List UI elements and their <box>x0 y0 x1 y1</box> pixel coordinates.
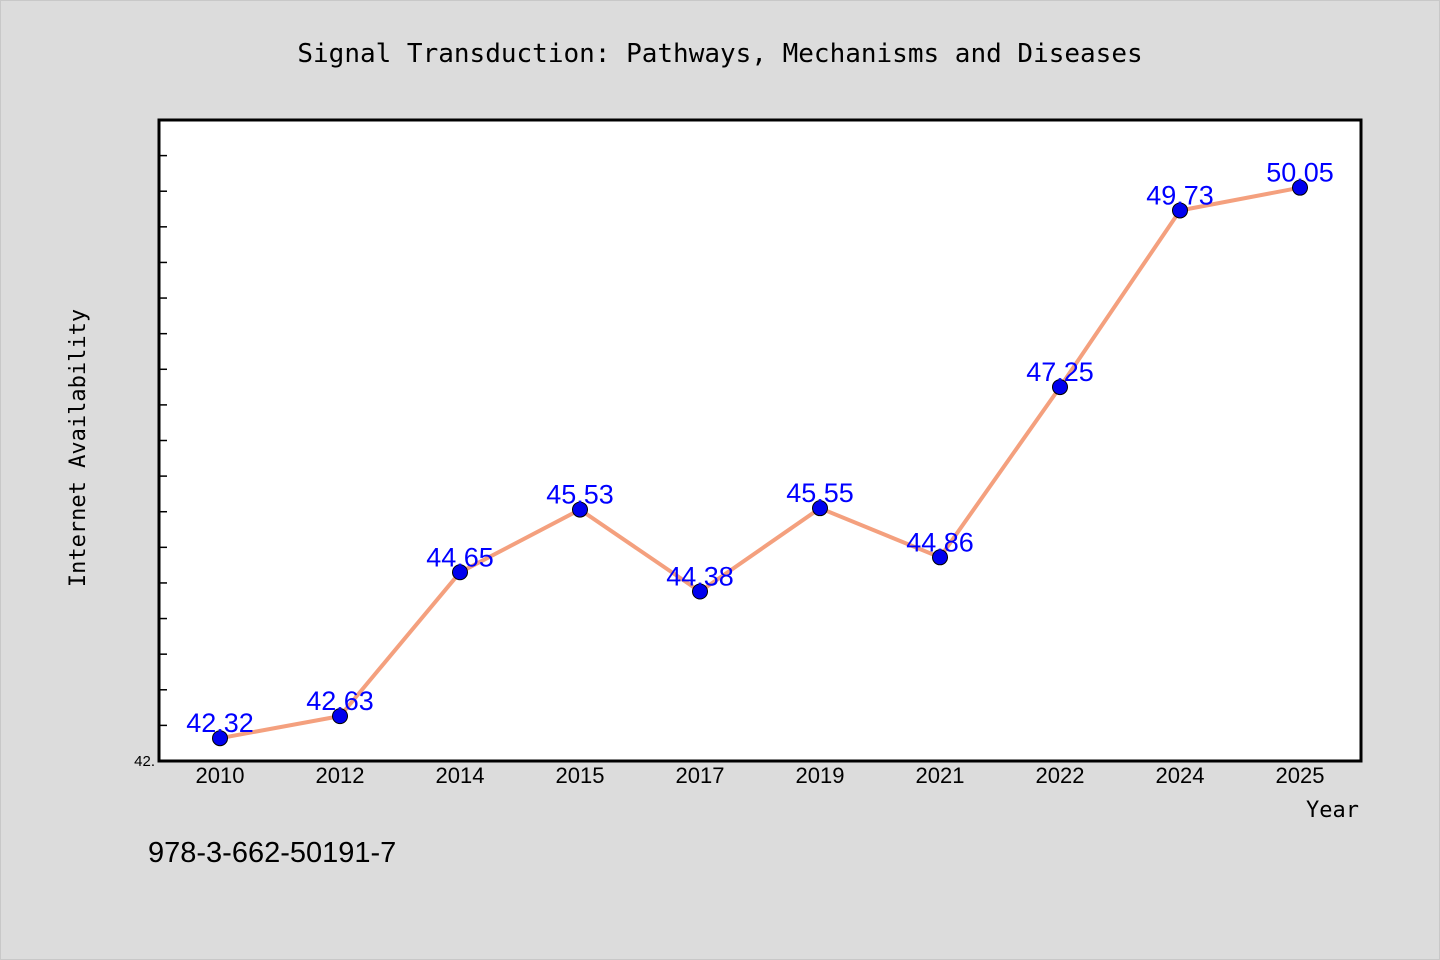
chart-title: Signal Transduction: Pathways, Mechanism… <box>297 39 1142 69</box>
data-label: 45.53 <box>546 480 614 510</box>
data-label: 44.86 <box>906 527 974 557</box>
data-label: 44.38 <box>666 561 734 591</box>
data-labels: 42.32 42.63 44.65 45.53 44.38 45.55 44.86 47.25… <box>186 158 1334 739</box>
plot-area <box>159 120 1361 761</box>
data-point <box>1052 379 1068 396</box>
data-point <box>572 501 588 518</box>
data-label: 49.73 <box>1146 180 1214 210</box>
data-point <box>932 549 948 566</box>
x-tick-label: 2017 <box>676 763 725 788</box>
data-label: 45.55 <box>786 478 854 508</box>
data-point <box>1172 202 1188 219</box>
data-label: 42.32 <box>186 708 254 738</box>
x-tick-label: 2010 <box>196 763 245 788</box>
data-point <box>1292 179 1308 196</box>
y-tick-label: 42. <box>134 753 155 770</box>
plot-frame <box>157 118 1363 763</box>
x-tick-label: 2025 <box>1276 763 1325 788</box>
x-tick-label: 2021 <box>916 763 965 788</box>
series-line <box>218 185 1302 741</box>
data-markers <box>212 179 1308 747</box>
data-point <box>812 500 828 517</box>
x-tick-label: 2024 <box>1156 763 1205 788</box>
x-tick-label: 2015 <box>556 763 605 788</box>
data-point <box>212 730 228 747</box>
data-label: 42.63 <box>306 686 374 716</box>
x-tick-label: 2012 <box>316 763 365 788</box>
x-axis-ticks: 2010 2012 2014 2015 2017 2019 2021 2022 2024 2025 <box>196 763 1325 788</box>
data-label: 47.25 <box>1026 357 1094 387</box>
footer-note: 978-3-662-50191-7 <box>148 837 396 869</box>
y-axis-title: Internet Availability <box>66 309 91 587</box>
data-label: 50.05 <box>1266 158 1334 188</box>
data-point <box>332 708 348 725</box>
data-label: 44.65 <box>426 542 494 572</box>
x-tick-label: 2022 <box>1036 763 1085 788</box>
data-point <box>452 564 468 581</box>
data-point <box>692 583 708 600</box>
x-tick-label: 2014 <box>436 763 485 788</box>
x-tick-label: 2019 <box>796 763 845 788</box>
x-axis-title: Year <box>1306 798 1359 823</box>
